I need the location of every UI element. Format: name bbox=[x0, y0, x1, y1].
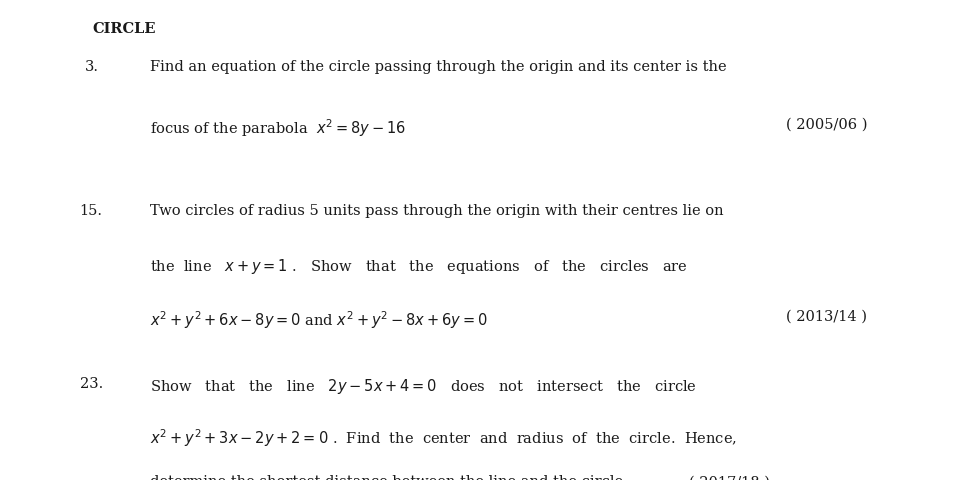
Text: 15.: 15. bbox=[79, 204, 103, 218]
Text: Show   that   the   line   $2y-5x+4=0$   does   not   intersect   the   circle: Show that the line $2y-5x+4=0$ does not … bbox=[150, 377, 697, 396]
Text: 3.: 3. bbox=[85, 60, 99, 74]
Text: ( 2013/14 ): ( 2013/14 ) bbox=[785, 310, 866, 324]
Text: the  line   $x+y=1$ .   Show   that   the   equations   of   the   circles   are: the line $x+y=1$ . Show that the equatio… bbox=[150, 257, 687, 276]
Text: 23.: 23. bbox=[79, 377, 103, 391]
Text: ( 2005/06 ): ( 2005/06 ) bbox=[785, 118, 866, 132]
Text: CIRCLE: CIRCLE bbox=[92, 22, 155, 36]
Text: $x^2+y^2+3x-2y+2=0$ .  Find  the  center  and  radius  of  the  circle.  Hence,: $x^2+y^2+3x-2y+2=0$ . Find the center an… bbox=[150, 427, 736, 449]
Text: ( 2017/18 ): ( 2017/18 ) bbox=[688, 475, 769, 480]
Text: $x^2+y^2+6x-8y=0$ and $x^2+y^2-8x+6y=0$: $x^2+y^2+6x-8y=0$ and $x^2+y^2-8x+6y=0$ bbox=[150, 310, 487, 331]
Text: focus of the parabola  $x^2 = 8y-16$: focus of the parabola $x^2 = 8y-16$ bbox=[150, 118, 406, 139]
Text: Find an equation of the circle passing through the origin and its center is the: Find an equation of the circle passing t… bbox=[150, 60, 726, 74]
Text: determine the shortest distance between the line and the circle.: determine the shortest distance between … bbox=[150, 475, 628, 480]
Text: Two circles of radius 5 units pass through the origin with their centres lie on: Two circles of radius 5 units pass throu… bbox=[150, 204, 723, 218]
